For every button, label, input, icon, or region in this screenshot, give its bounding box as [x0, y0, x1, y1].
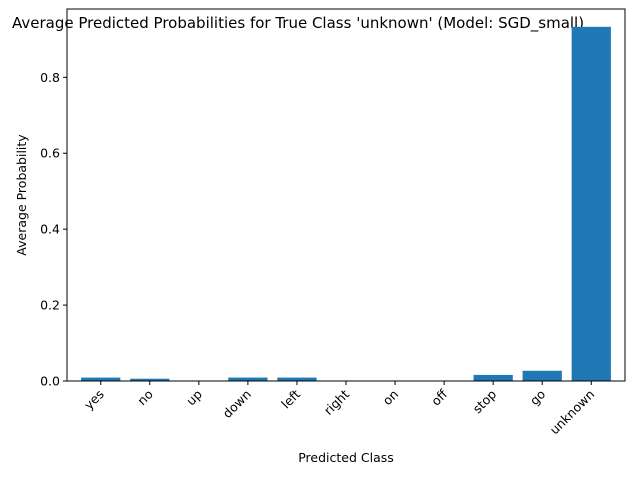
bar-go — [522, 370, 562, 381]
x-tick-label-left: left — [278, 386, 303, 411]
y-tick-label: 0.4 — [40, 222, 60, 237]
y-tick-label: 0.6 — [40, 146, 60, 161]
x-tick-label-unknown: unknown — [547, 387, 598, 438]
bar-stop — [473, 374, 513, 381]
plot-frame — [66, 8, 626, 382]
y-axis-label: Average Probability — [14, 134, 29, 256]
y-tick-label: 0.8 — [40, 70, 60, 85]
bar-unknown — [571, 26, 611, 381]
x-axis-label: Predicted Class — [298, 450, 394, 465]
x-tick-label-right: right — [321, 386, 352, 417]
x-tick-label-go: go — [527, 387, 549, 409]
x-tick-label-off: off — [428, 386, 450, 408]
x-tick-label-down: down — [220, 387, 254, 421]
bar-down — [228, 377, 268, 381]
x-tick-label-on: on — [380, 387, 402, 409]
y-axis: 0.0 0.2 0.4 0.6 0.8 — [40, 70, 67, 389]
x-tick-label-yes: yes — [81, 387, 107, 413]
y-tick-label: 0.0 — [40, 374, 60, 389]
x-tick-label-no: no — [134, 387, 156, 409]
x-tick-label-stop: stop — [470, 386, 500, 416]
x-tick-label-up: up — [183, 386, 205, 408]
y-tick-label: 0.2 — [40, 298, 60, 313]
chart-title: Average Predicted Probabilities for True… — [12, 14, 584, 33]
bar-left — [277, 377, 317, 381]
bar-no — [130, 378, 170, 381]
bar-yes — [81, 377, 121, 381]
bars-group — [81, 26, 611, 381]
